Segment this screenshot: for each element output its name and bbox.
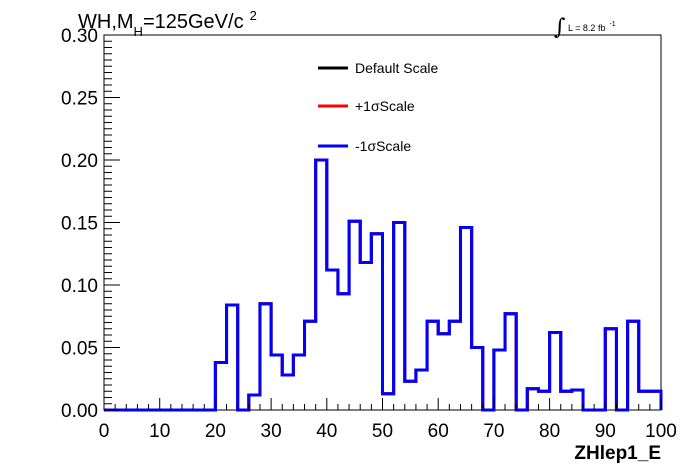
legend-label-0: Default Scale xyxy=(355,60,438,76)
chart-title: WH,MH=125GeV/c 2 xyxy=(78,8,257,39)
y-tick-label: 0.30 xyxy=(61,26,98,47)
x-tick-label: 50 xyxy=(372,421,393,442)
y-tick-label: 0.00 xyxy=(61,401,98,422)
title-suffix: =125GeV/c xyxy=(143,11,244,33)
x-tick-label: 100 xyxy=(645,421,677,442)
x-axis-title: ZHlep1_E xyxy=(574,443,661,464)
y-tick-label: 0.15 xyxy=(61,214,98,235)
title-prefix: WH,M xyxy=(78,11,134,33)
x-tick-label: 60 xyxy=(428,421,449,442)
x-tick-label: 0 xyxy=(99,421,110,442)
y-axis: 0.00 0.05 0.10 0.15 0.20 0.25 0.30 xyxy=(61,26,120,422)
x-tick-label: 70 xyxy=(483,421,504,442)
legend-label-1: +1σScale xyxy=(355,98,415,114)
series-line-2 xyxy=(104,158,663,412)
x-tick-label: 20 xyxy=(205,421,226,442)
histogram-series-group xyxy=(104,158,663,412)
x-tick-label: 90 xyxy=(595,421,616,442)
integral-symbol: ∫ xyxy=(554,15,566,40)
luminosity-value: L = 8.2 fb xyxy=(568,23,605,33)
x-tick-label: 10 xyxy=(149,421,170,442)
title-subscript: H xyxy=(134,24,143,39)
x-tick-label: 40 xyxy=(316,421,337,442)
x-tick-label: 30 xyxy=(261,421,282,442)
legend: Default Scale +1σScale -1σScale xyxy=(318,60,438,154)
luminosity-text: L = 8.2 fb -1 xyxy=(568,21,616,33)
legend-label-2: -1σScale xyxy=(355,138,411,154)
luminosity-superscript: -1 xyxy=(609,21,615,28)
y-tick-label: 0.20 xyxy=(61,151,98,172)
y-tick-label: 0.25 xyxy=(61,89,98,110)
x-tick-label: 80 xyxy=(539,421,560,442)
y-tick-label: 0.05 xyxy=(61,339,98,360)
y-tick-label: 0.10 xyxy=(61,276,98,297)
title-superscript: 2 xyxy=(250,8,257,23)
